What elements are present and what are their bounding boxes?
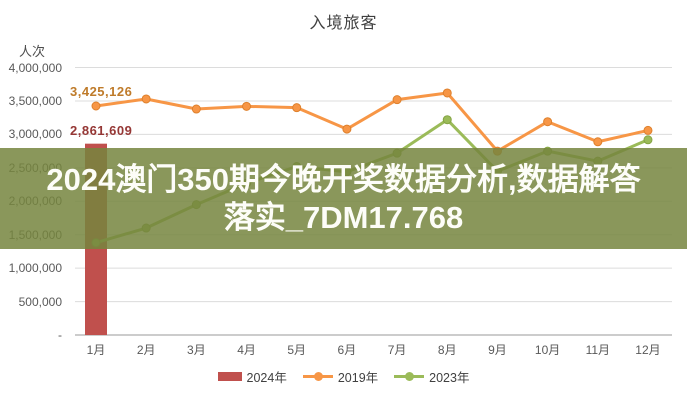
legend-line-swatch	[394, 371, 425, 381]
marker-2019年	[191, 104, 201, 114]
y-axis-tick-label: -	[58, 328, 62, 342]
marker-2023年	[643, 135, 653, 145]
legend-line-swatch	[302, 371, 333, 381]
marker-2019年	[543, 117, 553, 127]
marker-2019年	[242, 101, 252, 111]
x-axis-tick-label: 12月	[635, 343, 661, 357]
legend-marker-dot	[313, 371, 323, 381]
x-axis-tick-label: 9月	[488, 343, 507, 357]
y-axis-tick-label: 4,000,000	[8, 60, 62, 75]
x-axis-tick-label: 1月	[86, 343, 106, 357]
legend: 2024年 2019年 2023年	[0, 366, 687, 386]
marker-2019年	[643, 125, 653, 135]
x-axis-tick-label: 8月	[437, 343, 457, 357]
x-axis-tick-label: 7月	[387, 343, 407, 357]
legend-marker-dot	[405, 371, 415, 381]
y-axis-tick-label: 1,000,000	[8, 261, 62, 276]
legend-item-2019年: 2019年	[302, 367, 379, 386]
x-axis-tick-label: 2月	[136, 343, 156, 357]
legend-label: 2024年	[246, 370, 287, 385]
marker-2019年	[292, 103, 302, 113]
marker-2019年	[342, 124, 352, 134]
watermark-overlay: 2024澳门350期今晚开奖数据分析,数据解答 落实_7DM17.768	[0, 148, 687, 249]
line-2019年	[95, 91, 649, 153]
y-axis-tick-label: 3,500,000	[8, 93, 62, 108]
legend-item-2024年: 2024年	[217, 367, 287, 386]
marker-2019年	[141, 94, 151, 104]
legend-item-2023年: 2023年	[394, 367, 469, 386]
y-axis-tick-label: 3,000,000	[8, 127, 62, 142]
data-point-label: 3,425,126	[70, 84, 133, 99]
marker-2019年	[392, 95, 402, 105]
watermark-text-line-1: 2024澳门350期今晚开奖数据分析,数据解答	[46, 161, 641, 197]
watermark-text-line-2: 落实_7DM17.768	[223, 199, 464, 235]
x-axis-tick-label: 10月	[534, 343, 561, 357]
x-axis-tick-label: 3月	[187, 343, 206, 357]
marker-2019年	[593, 137, 603, 147]
x-axis-tick-label: 5月	[287, 343, 307, 357]
legend-bar-swatch	[217, 371, 242, 381]
y-axis-tick-label: 500,000	[18, 294, 62, 309]
marker-2019年	[91, 101, 101, 111]
x-axis-tick-label: 11月	[585, 343, 611, 357]
x-axis-tick-label: 4月	[237, 343, 256, 357]
legend-label: 2019年	[337, 370, 379, 385]
legend-label: 2023年	[429, 370, 470, 385]
y-axis-unit-label: 人次	[19, 44, 46, 59]
data-point-label: 2,861,609	[70, 123, 133, 138]
x-axis-tick-label: 6月	[337, 343, 357, 357]
marker-2019年	[442, 88, 452, 98]
chart-title: 入境旅客	[309, 15, 378, 32]
marker-2023年	[442, 115, 452, 125]
